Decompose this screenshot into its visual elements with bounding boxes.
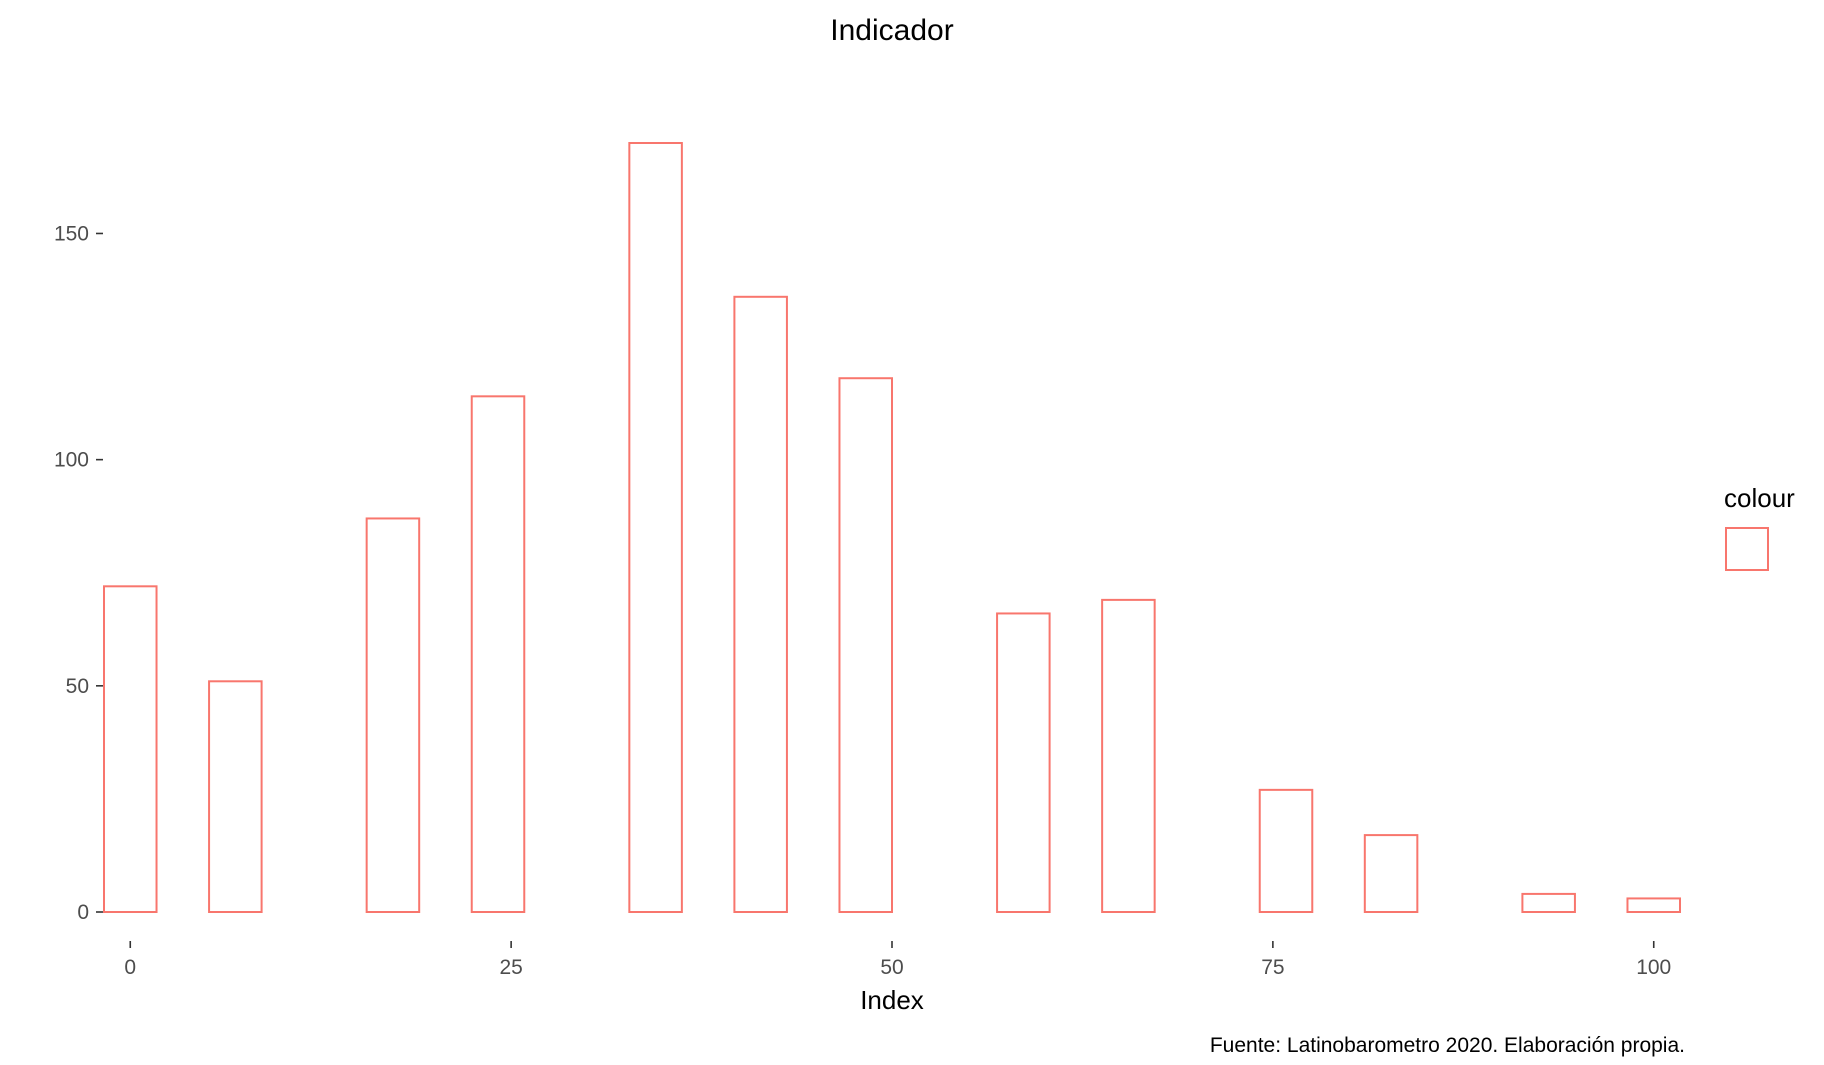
histogram-bar <box>838 377 893 914</box>
x-tick-label: 50 <box>880 956 903 979</box>
y-tick-label: 50 <box>66 675 89 698</box>
y-tick-label: 150 <box>54 222 89 245</box>
histogram-bar <box>1258 788 1314 913</box>
x-tick-label: 25 <box>499 956 522 979</box>
y-tick-label: 0 <box>77 901 89 924</box>
histogram-bar <box>1363 834 1419 913</box>
caption: Fuente: Latinobarometro 2020. Elaboració… <box>1210 1034 1685 1057</box>
histogram-bar <box>1101 598 1156 913</box>
histogram-bars <box>103 142 1681 914</box>
y-tick-label: 100 <box>54 449 89 472</box>
x-axis: 0 25 50 75 100 <box>124 941 1671 979</box>
legend-key-swatch <box>1725 527 1769 571</box>
x-tick-label: 0 <box>124 956 136 979</box>
histogram-bar <box>1626 897 1681 913</box>
histogram-bar <box>208 680 263 913</box>
chart-title: Indicador <box>830 14 953 47</box>
x-axis-title: Index <box>860 985 924 1015</box>
x-tick-label: 100 <box>1636 956 1671 979</box>
histogram-bar <box>1521 892 1576 913</box>
histogram-bar <box>628 142 683 913</box>
y-axis: 0 50 100 150 <box>54 222 103 924</box>
legend: colour <box>1724 483 1795 571</box>
histogram-bar <box>996 612 1051 913</box>
x-tick-label: 75 <box>1261 956 1284 979</box>
histogram-bar <box>470 395 526 913</box>
histogram-bar <box>103 585 158 913</box>
histogram-bar <box>733 295 788 913</box>
histogram-bar <box>365 517 421 913</box>
legend-title: colour <box>1724 483 1795 513</box>
